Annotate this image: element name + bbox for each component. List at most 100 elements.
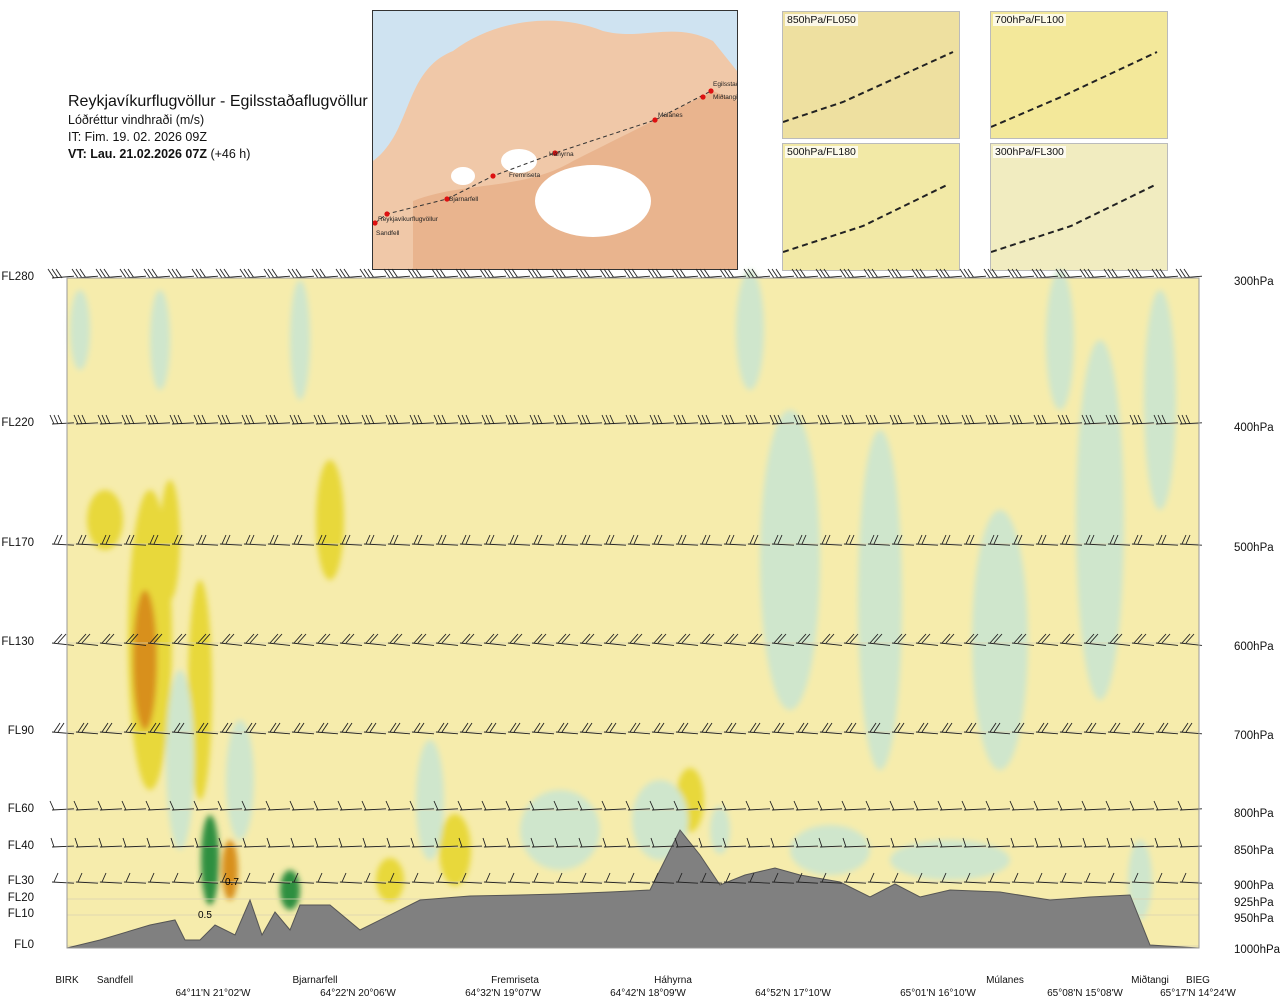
wind-barb <box>1154 837 1179 848</box>
wind-barb <box>675 534 699 546</box>
wind-barb <box>1131 722 1155 735</box>
wind-barb <box>1151 268 1179 279</box>
wind-barb <box>843 872 867 884</box>
wind-barb <box>842 837 867 848</box>
wind-barb <box>1082 837 1107 848</box>
wind-barb <box>483 534 507 546</box>
map-point <box>384 211 390 217</box>
wind-barb <box>146 837 171 848</box>
wind-barb <box>1131 633 1155 646</box>
velocity-blob <box>160 480 180 600</box>
velocity-blob <box>166 670 194 850</box>
wind-barb <box>361 800 387 811</box>
wind-barb <box>1011 534 1035 546</box>
wind-barb <box>147 722 171 735</box>
velocity-blob <box>222 840 238 900</box>
wind-barb <box>99 872 123 884</box>
wind-barb <box>747 872 771 884</box>
map-point <box>708 88 714 94</box>
wind-barb <box>145 414 171 425</box>
wind-barb <box>49 800 75 811</box>
wind-barb <box>627 633 651 646</box>
issue-time: IT: Fim. 19. 02. 2026 09Z <box>68 130 207 144</box>
wind-barb <box>1127 268 1155 279</box>
wind-barb <box>315 534 339 546</box>
velocity-blob <box>1076 340 1124 700</box>
wind-barb <box>961 414 987 425</box>
wind-barb <box>409 414 435 425</box>
wind-barb <box>74 837 99 848</box>
route-map-drawing: Reykjavíkurflugvöllur Sandfell Bjarnarfell… <box>373 20 737 269</box>
wind-barb <box>623 268 651 279</box>
pressure-level-label: 925hPa <box>1234 897 1274 909</box>
wind-barb <box>551 268 579 279</box>
velocity-blob <box>760 410 820 710</box>
wind-barb <box>939 534 963 546</box>
wind-barb <box>507 534 531 546</box>
wind-barb <box>723 872 747 884</box>
wind-barb <box>771 872 795 884</box>
wind-barb <box>479 268 507 279</box>
wind-barb <box>915 534 939 546</box>
wind-barb <box>625 414 651 425</box>
wind-barb <box>1107 872 1131 884</box>
wind-barb <box>651 633 675 646</box>
wind-barb <box>433 800 459 811</box>
wind-barb <box>627 534 651 546</box>
wind-barb <box>171 534 195 546</box>
wind-barb <box>49 414 75 425</box>
wind-barb <box>627 722 651 735</box>
wind-barb <box>195 534 219 546</box>
velocity-blob <box>87 490 123 550</box>
wind-barb <box>267 534 291 546</box>
thumbnail-300[interactable]: 300hPa/FL300 <box>990 143 1168 271</box>
wind-barb <box>579 722 603 735</box>
wind-barb <box>385 800 411 811</box>
variable-label: Lóðréttur vindhraði (m/s) <box>68 113 205 127</box>
wind-barb <box>863 268 891 279</box>
wind-barb <box>841 800 867 811</box>
wind-barb <box>1081 800 1107 811</box>
wind-barb <box>338 837 363 848</box>
wind-barb <box>1177 414 1203 425</box>
flight-level-label: FL170 <box>1 537 34 549</box>
wind-barb <box>699 872 723 884</box>
wind-barb <box>99 633 123 646</box>
wind-barb <box>721 800 747 811</box>
wind-barb <box>363 534 387 546</box>
wind-barb <box>911 268 939 279</box>
pressure-level-label: 1000hPa <box>1234 944 1280 956</box>
wind-barb <box>937 414 963 425</box>
thumbnail-700[interactable]: 700hPa/FL100 <box>990 11 1168 139</box>
wind-barb <box>961 800 987 811</box>
velocity-blob <box>790 825 870 875</box>
wind-barb <box>242 837 267 848</box>
wind-barb <box>915 722 939 735</box>
x-coordinate-label: 65°01'N 16°10'W <box>900 988 976 999</box>
velocity-blob <box>70 290 90 370</box>
wind-barb <box>1009 800 1035 811</box>
map-point <box>652 117 658 123</box>
wind-barb <box>51 722 75 735</box>
thumbnail-500[interactable]: 500hPa/FL180 <box>782 143 960 271</box>
thumbnail-850[interactable]: 850hPa/FL050 <box>782 11 960 139</box>
glacier-west <box>451 167 475 185</box>
wind-barb <box>361 414 387 425</box>
wind-barb <box>577 414 603 425</box>
wind-barb <box>1153 414 1179 425</box>
wind-barb <box>939 872 963 884</box>
flight-level-label: FL30 <box>7 875 34 887</box>
wind-barb <box>769 800 795 811</box>
wind-barb <box>771 633 795 646</box>
wind-barb <box>193 800 219 811</box>
wind-barb <box>219 872 243 884</box>
plot-background <box>67 278 1199 948</box>
wind-barb <box>171 722 195 735</box>
wind-barb <box>147 633 171 646</box>
wind-barb <box>1059 534 1083 546</box>
wind-barb <box>865 800 891 811</box>
wind-barb <box>649 800 675 811</box>
wind-barb <box>1059 722 1083 735</box>
wind-barb <box>767 268 795 279</box>
wind-barb <box>73 414 99 425</box>
